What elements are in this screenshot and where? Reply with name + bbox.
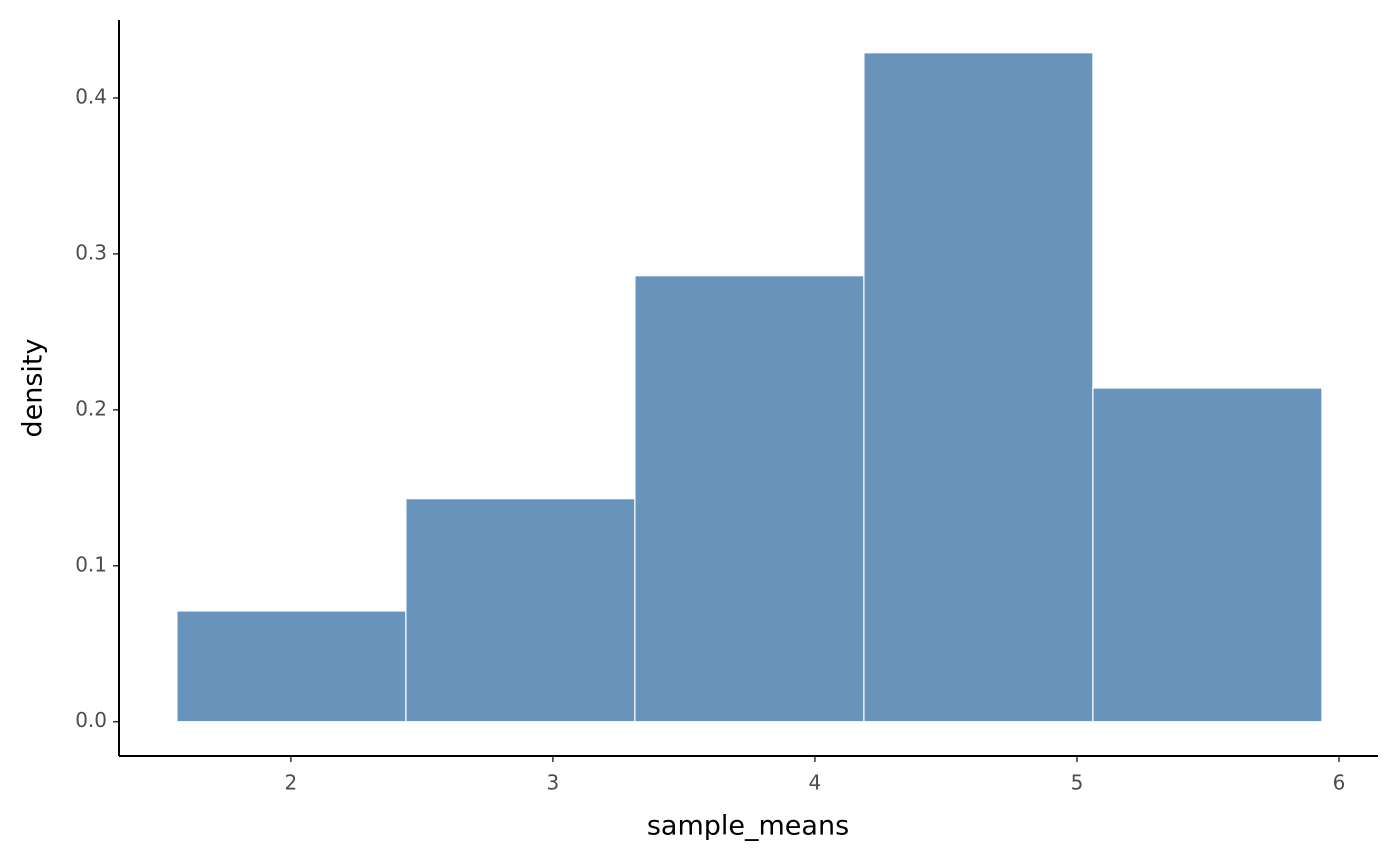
y-tick-label: 0.1 (75, 552, 107, 576)
x-tick-label: 4 (809, 771, 822, 795)
x-tick-label: 2 (285, 771, 298, 795)
x-tick-label: 5 (1071, 771, 1084, 795)
bar (176, 610, 407, 723)
bar (634, 275, 865, 723)
bar (863, 52, 1094, 723)
y-tick-label: 0.3 (75, 240, 107, 264)
x-axis-title: sample_means (647, 811, 849, 842)
x-tick-label: 6 (1333, 771, 1346, 795)
bar (1092, 387, 1323, 723)
y-tick-label: 0.2 (75, 396, 107, 420)
bar (405, 498, 636, 723)
y-tick-label: 0.4 (75, 84, 107, 108)
y-tick-label: 0.0 (75, 708, 107, 732)
y-axis-title: density (18, 338, 49, 437)
x-tick-label: 3 (547, 771, 560, 795)
